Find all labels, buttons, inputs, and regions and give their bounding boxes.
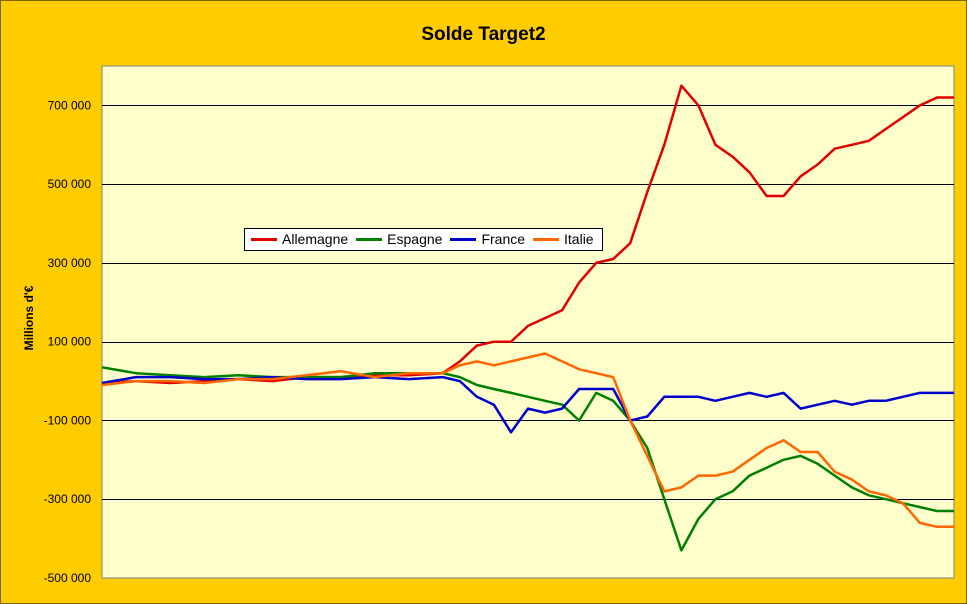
- legend-item-espagne: Espagne: [356, 231, 442, 247]
- y-tick-labels: 700 000 500 000 300 000 100 000 -100 000 -300…: [44, 98, 92, 585]
- legend-swatch-italie: [533, 237, 560, 241]
- gridlines: [102, 105, 954, 500]
- legend-label-italie: Italie: [564, 231, 594, 247]
- y-tick-label: -500 000: [44, 571, 92, 585]
- legend-label-espagne: Espagne: [387, 231, 443, 247]
- series-lines: [101, 84, 954, 552]
- legend-item-france: France: [450, 231, 525, 247]
- legend-item-allemagne: Allemagne: [251, 231, 348, 247]
- chart-title: Solde Target2: [421, 24, 546, 45]
- legend: Allemagne Espagne France Italie: [244, 228, 603, 251]
- legend-label-france: France: [481, 231, 526, 247]
- y-tick-label: 500 000: [48, 177, 92, 191]
- y-tick-label: 300 000: [48, 256, 92, 270]
- series-line-france: [101, 375, 954, 434]
- plot-area: [101, 65, 955, 579]
- legend-item-italie: Italie: [533, 231, 594, 247]
- series-line-espagne: [101, 366, 954, 552]
- y-tick-label: -100 000: [44, 413, 92, 427]
- legend-swatch-allemagne: [251, 237, 277, 241]
- legend-swatch-espagne: [356, 237, 383, 241]
- series-line-italie: [101, 352, 954, 529]
- legend-swatch-france: [450, 237, 477, 241]
- y-tick-label: -300 000: [44, 492, 92, 506]
- y-tick-label: 700 000: [48, 98, 92, 112]
- y-tick-label: 100 000: [48, 335, 92, 349]
- legend-label-allemagne: Allemagne: [282, 231, 349, 247]
